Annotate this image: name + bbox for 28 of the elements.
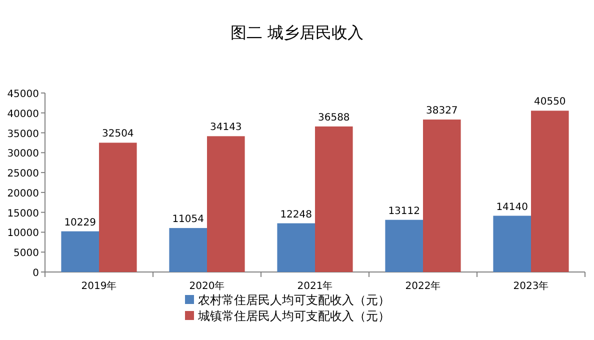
data-label: 11054 — [172, 214, 204, 226]
ytick: 40000 — [7, 108, 39, 120]
data-label: 14140 — [496, 202, 528, 213]
data-label: 40550 — [534, 96, 566, 108]
title: 图二 城乡居民收入 — [230, 23, 364, 42]
xtick: 2019年 — [81, 281, 117, 292]
data-label: 36588 — [318, 112, 350, 124]
ytick: 5000 — [14, 248, 39, 260]
data-label: 38327 — [426, 106, 458, 117]
data-label: 32504 — [102, 128, 134, 140]
xtick: 2020年 — [189, 281, 225, 292]
data-label: 34143 — [210, 122, 242, 134]
ytick: 35000 — [7, 128, 39, 140]
ytick: 20000 — [7, 188, 39, 200]
data-label: 10229 — [64, 217, 96, 228]
data-label: 12248 — [280, 209, 312, 220]
ytick: 15000 — [7, 208, 39, 220]
ytick: 25000 — [7, 168, 39, 180]
ytick: 45000 — [7, 89, 39, 100]
xtick: 2022年 — [405, 281, 441, 292]
data-label: 13112 — [388, 206, 420, 217]
xtick: 2021年 — [297, 281, 333, 292]
legend-label: 农村常住居民人均可支配收入（元） — [198, 293, 390, 307]
legend-label: 城镇常住居民人均可支配收入（元） — [198, 309, 390, 323]
ytick: 10000 — [7, 228, 39, 240]
ytick: 0 — [32, 268, 39, 279]
xtick: 2023年 — [513, 281, 549, 292]
ytick: 30000 — [7, 148, 39, 160]
